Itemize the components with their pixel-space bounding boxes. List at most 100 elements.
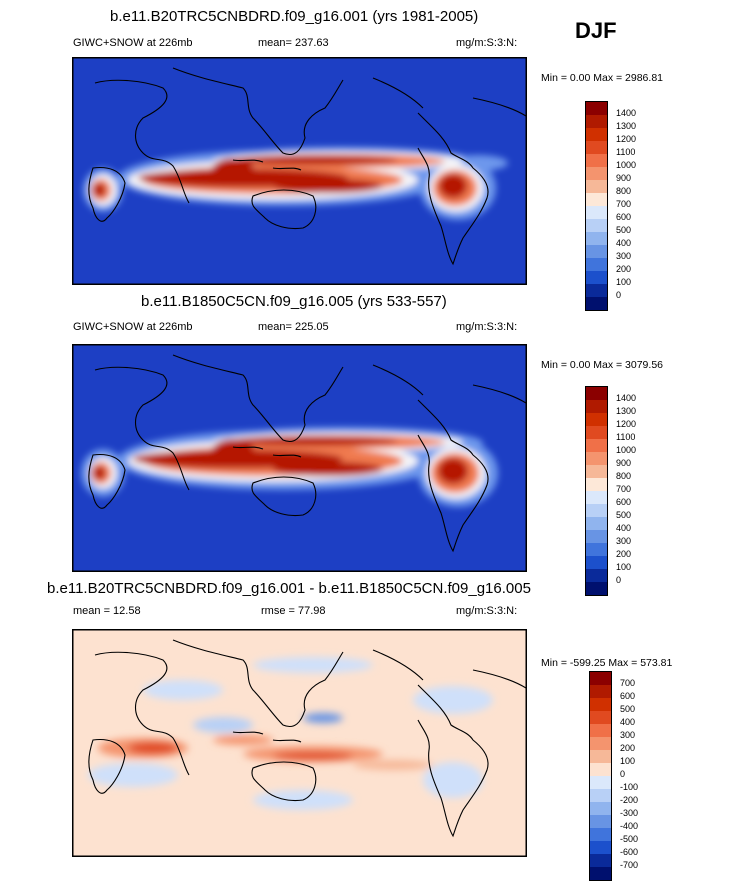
colorbar-swatch [586,478,607,491]
colorbar-level-label: 400 [616,238,632,248]
colorbar-level-label: 900 [616,458,632,468]
colorbar-swatch [590,789,611,802]
panel1-colorbar [585,101,608,311]
panel2-units-label: mg/m:S:3:N: [456,321,518,333]
colorbar-level-label: 1400 [616,108,637,118]
colorbar-level-label: 100 [616,562,632,572]
colorbar-swatch [586,193,607,206]
colorbar-level-label: 700 [620,678,636,688]
colorbar-swatch [586,128,607,141]
colorbar-swatch [586,232,607,245]
panel2-colorbar [585,386,608,596]
colorbar-level-label: 700 [616,484,632,494]
colorbar-level-label: 800 [616,186,632,196]
panel1-units-label: mg/m:S:3:N: [456,37,518,49]
colorbar-level-label: 600 [620,691,636,701]
colorbar-swatch [590,750,611,763]
colorbar-swatch [586,141,607,154]
colorbar-level-label: 1200 [616,419,637,429]
colorbar-swatch [586,206,607,219]
colorbar-level-label: 300 [616,536,632,546]
colorbar-level-label: 900 [616,173,632,183]
colorbar-swatch [590,841,611,854]
colorbar-swatch [590,724,611,737]
colorbar-swatch [586,504,607,517]
colorbar-level-label: 1200 [616,134,637,144]
panel2-minmax: Min = 0.00 Max = 3079.56 [541,359,663,371]
colorbar-level-label: 1000 [616,160,637,170]
panel3-rmse-label: rmse = 77.98 [261,605,326,617]
colorbar-swatch [586,413,607,426]
panel2-mean-label: mean= 225.05 [258,321,329,333]
panel1-mean-label: mean= 237.63 [258,37,329,49]
colorbar-swatch [586,245,607,258]
colorbar-level-label: 400 [620,717,636,727]
colorbar-level-label: 300 [616,251,632,261]
colorbar-swatch [586,517,607,530]
colorbar-swatch [590,737,611,750]
colorbar-level-label: 1100 [616,147,636,157]
colorbar-swatch [590,815,611,828]
panel1-map [72,57,527,285]
colorbar-level-label: 500 [616,510,632,520]
colorbar-swatch [590,854,611,867]
colorbar-swatch [590,828,611,841]
colorbar-level-label: 500 [616,225,632,235]
colorbar-level-label: 0 [620,769,626,779]
colorbar-swatch [586,154,607,167]
panel3-map [72,629,527,857]
colorbar-swatch [586,167,607,180]
colorbar-level-label: 500 [620,704,636,714]
panel3-mean-label: mean = 12.58 [73,605,141,617]
colorbar-swatch [590,802,611,815]
colorbar-level-label: 0 [616,290,622,300]
colorbar-swatch [586,556,607,569]
colorbar-level-label: 400 [616,523,632,533]
panel2-variable-label: GIWC+SNOW at 226mb [73,321,193,333]
colorbar-level-label: 200 [616,549,632,559]
colorbar-swatch [586,530,607,543]
colorbar-level-label: -600 [620,847,639,857]
colorbar-level-label: 600 [616,497,632,507]
panel1-variable-label: GIWC+SNOW at 226mb [73,37,193,49]
colorbar-swatch [586,271,607,284]
colorbar-swatch [586,180,607,193]
colorbar-level-label: 700 [616,199,632,209]
colorbar-level-label: 0 [616,575,622,585]
colorbar-level-label: 1300 [616,406,637,416]
colorbar-swatch [590,672,611,685]
colorbar-swatch [586,543,607,556]
colorbar-level-label: -300 [620,808,639,818]
colorbar-level-label: -200 [620,795,639,805]
panel3-minmax: Min = -599.25 Max = 573.81 [541,657,673,669]
panel3-title: b.e11.B20TRC5CNBDRD.f09_g16.001 - b.e11.… [47,580,531,597]
panel1-title: b.e11.B20TRC5CNBDRD.f09_g16.001 (yrs 198… [110,8,479,25]
panel3-units-label: mg/m:S:3:N: [456,605,518,617]
colorbar-swatch [586,582,607,595]
colorbar-swatch [586,439,607,452]
colorbar-swatch [590,776,611,789]
colorbar-swatch [586,102,607,115]
colorbar-swatch [586,258,607,271]
colorbar-swatch [590,698,611,711]
panel3-colorbar [589,671,612,881]
colorbar-level-label: 100 [616,277,632,287]
panel2-title: b.e11.B1850C5CN.f09_g16.005 (yrs 533-557… [141,293,447,310]
colorbar-level-label: 1300 [616,121,637,131]
colorbar-swatch [590,685,611,698]
colorbar-level-label: 1400 [616,393,637,403]
colorbar-level-label: 300 [620,730,636,740]
colorbar-level-label: 200 [620,743,636,753]
colorbar-swatch [590,711,611,724]
colorbar-level-label: -100 [620,782,639,792]
colorbar-swatch [586,115,607,128]
colorbar-level-label: -700 [620,860,639,870]
colorbar-level-label: 100 [620,756,636,766]
colorbar-swatch [586,452,607,465]
colorbar-level-label: -400 [620,821,639,831]
colorbar-level-label: -500 [620,834,639,844]
colorbar-swatch [586,426,607,439]
colorbar-level-label: 1000 [616,445,637,455]
season-label: DJF [575,18,617,43]
colorbar-swatch [586,297,607,310]
